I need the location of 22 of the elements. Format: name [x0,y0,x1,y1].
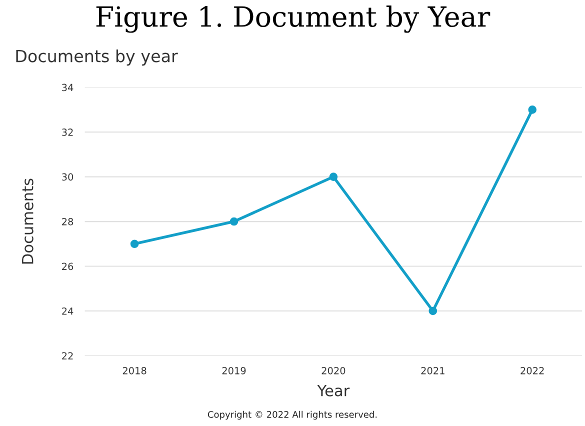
x-tick-label: 2018 [122,366,146,374]
y-tick-label: 24 [62,307,74,315]
point [329,172,338,181]
y-axis-title: Documents [22,178,34,264]
x-tick-label: 2020 [322,366,346,374]
point [528,106,537,114]
x-axis-title: Year [317,385,350,396]
x-tick-label: 2019 [222,366,246,374]
text: Copyright © 2022 All rights reserved. [208,410,377,420]
y-tick-label: 30 [62,173,74,181]
point [130,240,139,248]
x-tick-label: 2022 [520,366,544,374]
point [428,306,438,316]
y-tick-label: 34 [62,84,74,92]
y-tick-label: 32 [62,128,73,136]
y-tick-label: 26 [62,262,74,270]
x-tick-label: 2021 [421,366,444,374]
chart-subtitle: Documents by year [16,49,178,66]
y-tick-label: 22 [62,352,73,360]
chart-title: Figure 1. Document by Year [96,6,490,33]
y-tick-label: 28 [62,218,74,226]
point [230,217,238,226]
